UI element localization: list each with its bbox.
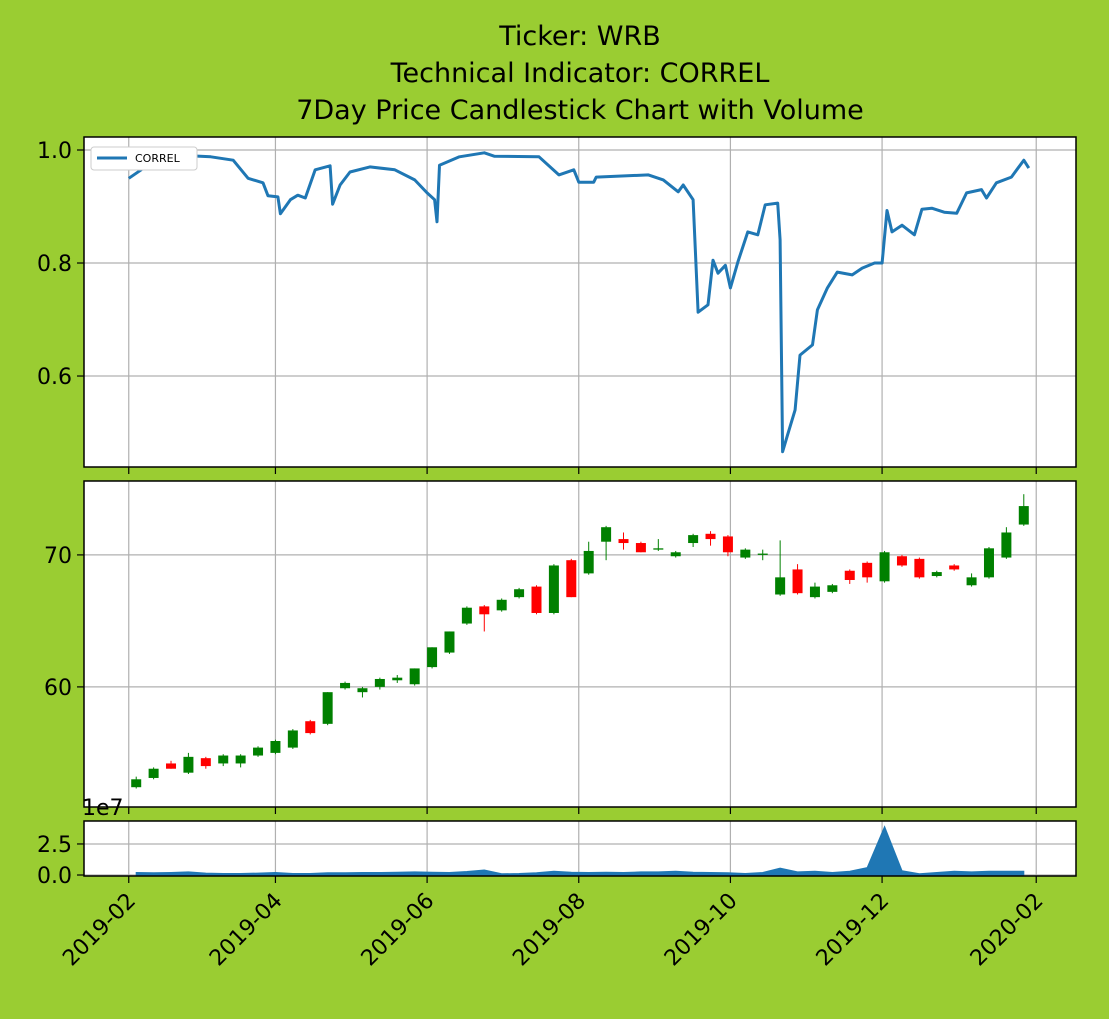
legend-label: CORREL bbox=[135, 152, 181, 165]
candle-body bbox=[740, 549, 751, 558]
candle-body bbox=[601, 527, 612, 542]
chart-title: Technical Indicator: CORREL bbox=[390, 58, 770, 89]
candle-body bbox=[653, 548, 664, 550]
y-tick-label: 1.0 bbox=[37, 139, 72, 164]
volume-area bbox=[135, 825, 1025, 876]
candle-body bbox=[670, 552, 681, 557]
candle-body bbox=[775, 577, 786, 595]
candle-body bbox=[966, 577, 977, 586]
candle-body bbox=[427, 647, 438, 668]
candle-body bbox=[879, 552, 890, 582]
y-tick-label: 60 bbox=[44, 676, 72, 701]
candle-body bbox=[949, 565, 960, 570]
candle-body bbox=[566, 560, 577, 598]
candle-body bbox=[792, 569, 803, 594]
chart-title: 7Day Price Candlestick Chart with Volume bbox=[296, 95, 864, 126]
candle-body bbox=[862, 562, 873, 578]
candle-body bbox=[722, 536, 733, 553]
line-series bbox=[127, 151, 1031, 454]
candle-body bbox=[340, 682, 351, 689]
plot-frame bbox=[83, 820, 1077, 877]
candle-body bbox=[200, 758, 211, 767]
candle-body bbox=[896, 556, 907, 566]
candle-body bbox=[270, 741, 281, 753]
candle-body bbox=[931, 572, 942, 577]
candle-body bbox=[809, 586, 820, 598]
candle-body bbox=[148, 768, 159, 778]
candle-body bbox=[757, 553, 768, 555]
candle-body bbox=[827, 585, 838, 592]
y-tick-label: 0.6 bbox=[37, 365, 72, 390]
chart-title: Ticker: WRB bbox=[498, 21, 661, 52]
y-tick-label: 0.0 bbox=[37, 864, 72, 889]
candle-body bbox=[392, 677, 403, 681]
plot-area bbox=[84, 481, 1076, 807]
candle-body bbox=[514, 589, 525, 598]
y-tick-label: 0.8 bbox=[37, 252, 72, 277]
y-tick-label: 2.5 bbox=[37, 833, 72, 858]
plot-area bbox=[84, 137, 1076, 467]
candle-body bbox=[1018, 506, 1029, 525]
candle-body bbox=[844, 570, 855, 580]
y-tick-label: 70 bbox=[44, 544, 72, 569]
candle-body bbox=[218, 755, 229, 764]
axis-offset-label: 1e7 bbox=[82, 796, 124, 821]
plot-frame bbox=[83, 136, 1077, 468]
plot-area bbox=[84, 821, 1076, 876]
candle-body bbox=[444, 631, 455, 653]
candle-body bbox=[305, 721, 316, 734]
candle-body bbox=[548, 565, 559, 613]
candle-body bbox=[983, 548, 994, 578]
candle-body bbox=[688, 535, 699, 544]
candle-body bbox=[705, 533, 716, 540]
candle-body bbox=[131, 779, 142, 788]
candle-body bbox=[914, 558, 925, 578]
plot-frame bbox=[83, 480, 1077, 808]
candle-body bbox=[253, 747, 264, 756]
candle-body bbox=[635, 543, 646, 553]
candle-body bbox=[618, 539, 629, 544]
candle-body bbox=[166, 763, 177, 769]
candle-body bbox=[357, 688, 368, 693]
candle-body bbox=[461, 607, 472, 624]
candle-body bbox=[1001, 532, 1012, 558]
legend-box bbox=[90, 146, 198, 171]
candle-body bbox=[583, 550, 594, 574]
candle-body bbox=[496, 599, 507, 611]
candle-body bbox=[322, 692, 333, 724]
candle-body bbox=[374, 678, 385, 687]
candle-body bbox=[287, 730, 298, 748]
candle-body bbox=[409, 668, 420, 685]
candle-body bbox=[479, 606, 490, 615]
candle-body bbox=[235, 755, 246, 764]
candle-body bbox=[531, 586, 542, 613]
candle-body bbox=[183, 756, 194, 773]
